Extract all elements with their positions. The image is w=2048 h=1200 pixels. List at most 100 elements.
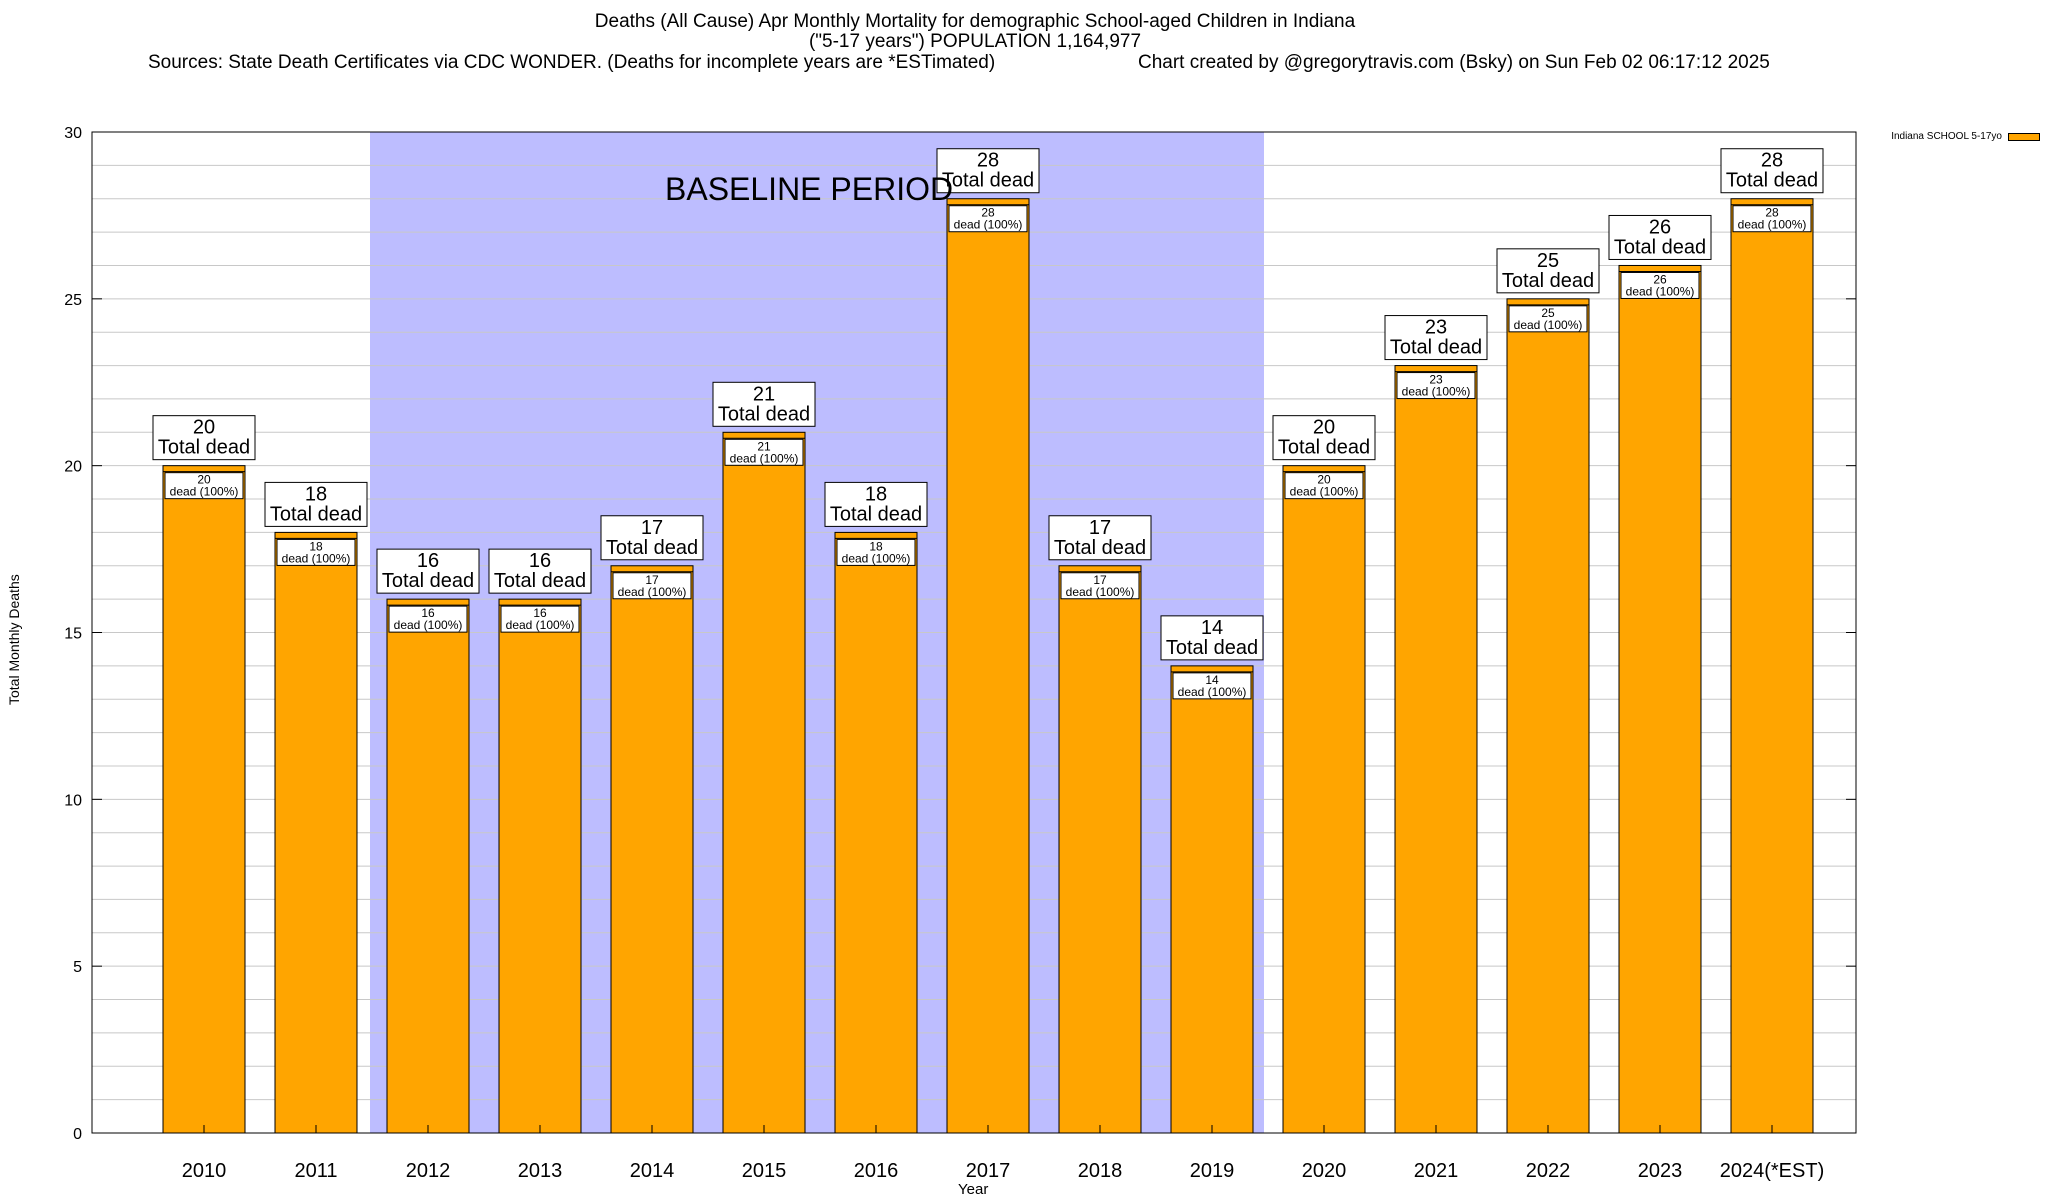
y-axis-label: Total Monthly Deaths — [6, 574, 22, 705]
bar-total-value: 25 — [1537, 250, 1559, 272]
bar-total-value: 14 — [1201, 617, 1223, 639]
bar-total-label-box — [376, 548, 480, 594]
bar — [1730, 198, 1814, 1134]
chart-title: Deaths (All Cause) Apr Monthly Mortality… — [0, 12, 1950, 52]
bar-total-value: 17 — [641, 517, 663, 539]
bar-total-label: Total dead — [830, 503, 922, 525]
bar-inner-label: dead (100%) — [1290, 485, 1359, 499]
bar-total-label-box — [936, 148, 1040, 194]
x-tick-label: 2021 — [1414, 1160, 1459, 1182]
bar-total-label: Total dead — [1054, 537, 1146, 559]
x-tick-label: 2016 — [854, 1160, 899, 1182]
x-tick-label: 2017 — [966, 1160, 1011, 1182]
bar-inner-label-box — [1396, 372, 1476, 400]
bar-total-label-box — [1384, 315, 1488, 361]
bar-inner-value: 16 — [533, 606, 547, 620]
bar — [834, 531, 918, 1134]
bar-inner-label-box — [388, 605, 468, 633]
bar-inner-label: dead (100%) — [730, 451, 799, 465]
x-tick-label: 2020 — [1302, 1160, 1347, 1182]
bar — [1618, 264, 1702, 1134]
bar-inner-label-box — [948, 205, 1028, 233]
bar-inner-label-box — [164, 472, 244, 500]
bar-inner-value: 18 — [309, 539, 323, 553]
x-tick-label: 2024(*EST) — [1720, 1160, 1825, 1182]
bar — [498, 598, 582, 1134]
bar — [1394, 365, 1478, 1134]
bar-total-label-box — [1496, 248, 1600, 294]
bar — [1506, 298, 1590, 1134]
x-tick-label: 2014 — [630, 1160, 675, 1182]
bar-total-value: 16 — [529, 550, 551, 572]
bar-inner-label: dead (100%) — [618, 585, 687, 599]
bar-inner-label: dead (100%) — [1066, 585, 1135, 599]
y-tick-label: 5 — [73, 959, 82, 976]
bar — [722, 431, 806, 1134]
x-tick-label: 2019 — [1190, 1160, 1235, 1182]
credit-note: Chart created by @gregorytravis.com (Bsk… — [1138, 52, 1770, 73]
y-tick-label: 10 — [64, 792, 82, 809]
bar-total-label: Total dead — [494, 570, 586, 592]
bar-total-label: Total dead — [382, 570, 474, 592]
bar-inner-label: dead (100%) — [954, 218, 1023, 232]
bar-inner-label-box — [1172, 672, 1252, 700]
bar-total-label: Total dead — [1166, 637, 1258, 659]
x-tick-label: 2012 — [406, 1160, 451, 1182]
bar-inner-label: dead (100%) — [506, 618, 575, 632]
legend-swatch — [2008, 132, 2040, 141]
bar-inner-label: dead (100%) — [394, 618, 463, 632]
bar-inner-value: 20 — [1317, 473, 1331, 487]
bar-total-label: Total dead — [158, 437, 250, 459]
bar — [1058, 565, 1142, 1134]
bar-inner-label-box — [276, 538, 356, 566]
bar-inner-label: dead (100%) — [1626, 284, 1695, 298]
title-line-2: ("5-17 years") POPULATION 1,164,977 — [808, 31, 1142, 52]
bar-inner-label: dead (100%) — [282, 551, 351, 565]
bar-inner-label-box — [1732, 205, 1812, 233]
x-tick-label: 2010 — [182, 1160, 227, 1182]
bar-inner-label-box — [1284, 472, 1364, 500]
bar — [162, 465, 246, 1134]
bar-inner-value: 26 — [1653, 272, 1667, 286]
bar-total-label-box — [1048, 515, 1152, 561]
plot-frame — [91, 131, 1857, 1134]
title-line-1: Deaths (All Cause) Apr Monthly Mortality… — [594, 11, 1356, 32]
bar-inner-value: 18 — [869, 539, 883, 553]
baseline-period-label: BASELINE PERIOD — [665, 171, 954, 207]
legend: Indiana SCHOOL 5-17yo — [1891, 131, 2040, 142]
y-tick-label: 15 — [64, 626, 82, 643]
legend-label: Indiana SCHOOL 5-17yo — [1891, 131, 2002, 142]
bar-total-label: Total dead — [1502, 270, 1594, 292]
bar-total-label: Total dead — [270, 503, 362, 525]
y-tick-label: 25 — [64, 292, 82, 309]
bar — [386, 598, 470, 1134]
x-tick-label: 2011 — [294, 1160, 337, 1182]
bar-total-label-box — [152, 415, 256, 461]
bar-total-value: 16 — [417, 550, 439, 572]
y-tick-label: 0 — [73, 1126, 82, 1143]
bar-total-value: 17 — [1089, 517, 1111, 539]
x-axis-label: Year — [958, 1181, 989, 1198]
bar-inner-value: 25 — [1541, 306, 1555, 320]
bar-total-value: 20 — [1313, 417, 1335, 439]
bar-total-value: 18 — [305, 483, 327, 505]
bar-inner-value: 16 — [421, 606, 435, 620]
bar-total-label: Total dead — [1726, 170, 1818, 192]
bar-total-label: Total dead — [718, 403, 810, 425]
bar-inner-label: dead (100%) — [1402, 385, 1471, 399]
y-tick-label: 20 — [64, 459, 82, 476]
bar-inner-label-box — [1508, 305, 1588, 333]
bar-inner-label: dead (100%) — [1738, 218, 1807, 232]
bar — [274, 531, 358, 1134]
bar-inner-value: 28 — [1765, 206, 1779, 220]
bar-inner-label-box — [500, 605, 580, 633]
bar-inner-label-box — [1620, 271, 1700, 299]
x-tick-label: 2015 — [742, 1160, 787, 1182]
bar-total-value: 21 — [753, 383, 775, 405]
bar-inner-label-box — [612, 572, 692, 600]
x-tick-label: 2022 — [1526, 1160, 1571, 1182]
bar-inner-value: 17 — [1093, 573, 1107, 587]
bar-total-label-box — [1160, 615, 1264, 661]
bar-inner-value: 28 — [981, 206, 995, 220]
bar-inner-value: 23 — [1429, 373, 1443, 387]
